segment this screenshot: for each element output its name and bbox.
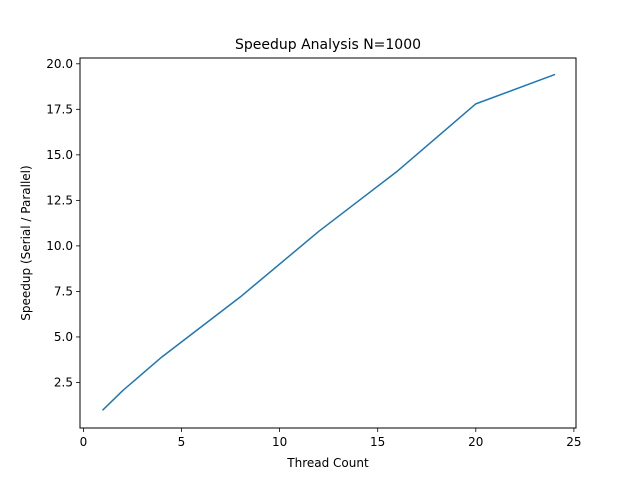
y-tick-label-0: 2.5 — [54, 375, 73, 389]
y-tick-label-3: 10.0 — [46, 239, 73, 253]
chart-title: Speedup Analysis N=1000 — [235, 37, 421, 53]
y-tick-label-4: 12.5 — [46, 193, 73, 207]
plot-frame — [79, 57, 577, 429]
y-tick-label-5: 15.0 — [46, 148, 73, 162]
plot-area — [80, 58, 576, 428]
x-tick-label-1: 5 — [178, 435, 186, 449]
x-axis-title: Thread Count — [286, 456, 369, 470]
y-tick-label-7: 20.0 — [46, 57, 73, 71]
x-tick-label-2: 10 — [272, 435, 287, 449]
y-tick-label-2: 7.5 — [54, 284, 73, 298]
series-layer — [101, 73, 556, 411]
x-tick-label-0: 0 — [80, 435, 88, 449]
y-axis-title: Speedup (Serial / Parallel) — [19, 165, 33, 320]
y-tick-label-6: 17.5 — [46, 102, 73, 116]
x-axis-ticks: 0 5 10 15 20 25 — [80, 428, 582, 449]
series-line-0 — [101, 73, 556, 411]
x-tick-label-4: 20 — [468, 435, 483, 449]
x-tick-label-3: 15 — [370, 435, 385, 449]
x-tick-label-5: 25 — [566, 435, 581, 449]
y-tick-label-1: 5.0 — [54, 330, 73, 344]
y-axis-ticks: 2.5 5.0 7.5 10.0 12.5 15.0 17.5 20.0 — [46, 57, 80, 389]
